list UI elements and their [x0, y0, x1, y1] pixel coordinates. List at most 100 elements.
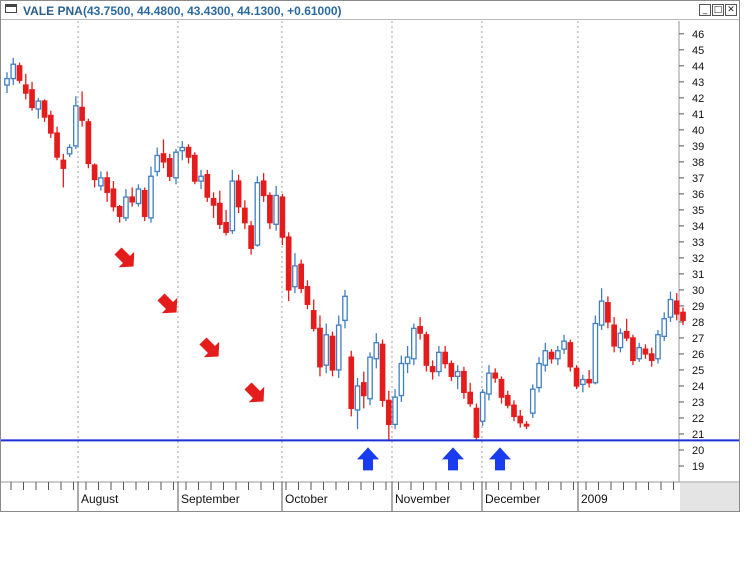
candle-down [498, 378, 505, 398]
y-tick-label: 43 [692, 77, 704, 89]
down-trend-arrow-icon [157, 293, 178, 314]
candle-up [486, 372, 492, 395]
support-arrow-icon [442, 447, 464, 471]
candle-down [204, 174, 211, 198]
candle-down [223, 222, 229, 233]
y-tick-label: 33 [692, 237, 704, 249]
symbol-label: VALE PNA [23, 4, 83, 18]
y-tick-label: 24 [692, 381, 704, 393]
candle-up [592, 322, 599, 384]
candle-down [317, 327, 323, 368]
x-tick-label-december: December [485, 492, 540, 506]
y-tick-label: 44 [692, 61, 704, 73]
candle-down [279, 196, 286, 238]
y-tick-label: 40 [692, 125, 704, 137]
candle-up [542, 350, 549, 366]
candle-down [22, 84, 29, 94]
candle-down [623, 330, 630, 339]
candle-down [41, 100, 48, 118]
candle-up [536, 362, 542, 389]
candle-down [448, 362, 455, 378]
candle-down [348, 356, 355, 410]
candle-down [160, 153, 167, 163]
close-button[interactable]: ✕ [725, 4, 737, 16]
candle-up [273, 194, 279, 225]
candle-up [354, 385, 361, 411]
candle-up [373, 342, 380, 360]
candle-up [73, 105, 79, 147]
candle-down [548, 351, 555, 360]
y-tick-label: 41 [692, 109, 704, 121]
candle-down [110, 188, 117, 208]
x-tick-label-2009: 2009 [581, 492, 608, 506]
candle-down [360, 382, 367, 397]
candle-down [210, 198, 217, 206]
y-tick-label: 26 [692, 349, 704, 361]
candle-up [367, 356, 373, 400]
candle-up [35, 100, 42, 110]
candle-down [166, 158, 173, 177]
arrow-shape [244, 382, 265, 403]
down-trend-arrow-icon [114, 247, 135, 268]
candle-down [511, 404, 517, 418]
y-tick-label: 19 [692, 461, 704, 473]
candle-up [179, 146, 186, 152]
candle-down [79, 106, 85, 121]
y-tick-label: 31 [692, 269, 704, 281]
y-tick-label: 30 [692, 285, 704, 297]
candle-up [148, 175, 154, 219]
candle-down [185, 146, 192, 158]
candle-down [573, 367, 580, 387]
chart-window: VALE PNA (43.7500, 44.4800, 43.4300, 44.… [0, 0, 740, 512]
axis-corner [680, 483, 739, 511]
candle-up [229, 180, 236, 232]
candle-down [242, 207, 248, 224]
candle-down [442, 351, 448, 365]
y-tick-label: 39 [692, 141, 704, 153]
candle-down [648, 353, 655, 361]
y-tick-label: 36 [692, 189, 704, 201]
candle-down [304, 286, 311, 305]
candle-down [423, 334, 430, 366]
candle-up [4, 77, 10, 86]
candle-down [461, 370, 467, 394]
y-tick-label: 27 [692, 333, 704, 345]
candle-down [429, 366, 436, 373]
candle-up [404, 356, 411, 365]
candle-up [398, 362, 405, 397]
candle-down [473, 407, 480, 438]
window-icon [5, 4, 17, 13]
candle-up [411, 327, 417, 360]
arrow-shape [199, 337, 220, 358]
candle-up [135, 188, 142, 205]
candle-down [492, 372, 499, 379]
support-arrow-icon [489, 447, 511, 471]
candle-down [298, 263, 305, 289]
candle-up [636, 346, 643, 360]
price-chart: August September October November December 20… [1, 21, 739, 511]
candle-down [567, 342, 574, 368]
y-tick-label: 22 [692, 413, 704, 425]
minimize-button[interactable]: _ [699, 4, 711, 16]
candle-down [29, 89, 35, 109]
candle-up [661, 318, 668, 337]
ohlc-readout: (43.7500, 44.4800, 43.4300, 44.1300, +0.… [83, 4, 342, 18]
candle-down [248, 225, 254, 249]
candle-down [467, 391, 474, 405]
candle-up [154, 154, 161, 173]
restore-button[interactable]: □ [712, 4, 724, 16]
candle-up [655, 334, 661, 360]
arrow-shape [114, 247, 135, 268]
candle-down [85, 121, 92, 165]
candle-up [198, 175, 204, 182]
candle-down [611, 324, 617, 347]
x-tick-label-september: September [181, 492, 240, 506]
candle-up [123, 196, 129, 219]
candle-up [66, 146, 73, 155]
candle-down [310, 310, 317, 329]
y-tick-label: 45 [692, 45, 704, 57]
candle-up [580, 378, 586, 386]
candle-down [235, 180, 242, 208]
candle-up [323, 334, 330, 366]
candle-up [598, 300, 605, 326]
